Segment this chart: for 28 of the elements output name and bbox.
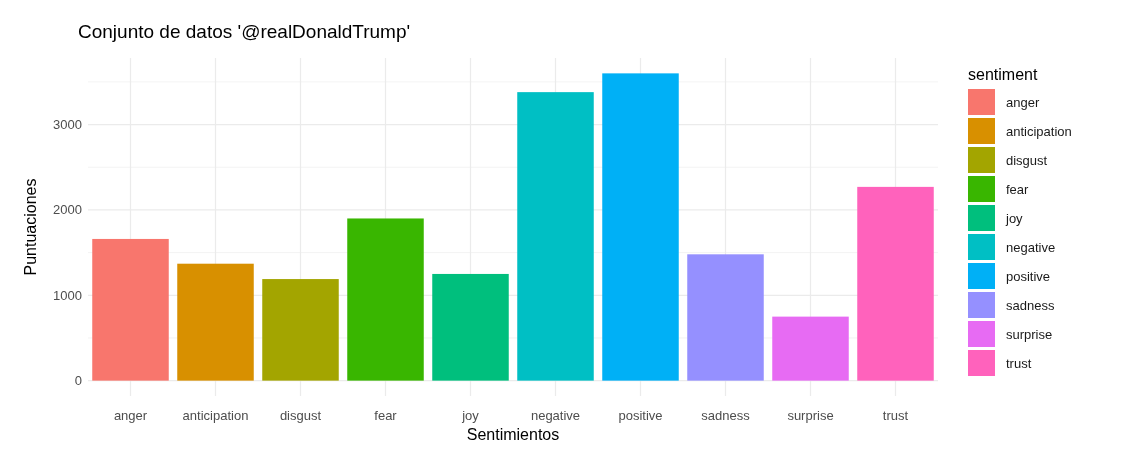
y-tick-label: 2000: [53, 202, 82, 218]
legend-title: sentiment: [968, 66, 1038, 83]
x-tick-label: anger: [113, 408, 148, 423]
x-tick-label: trust: [882, 408, 909, 423]
legend-label: negative: [1006, 239, 1056, 255]
x-tick-label: surprise: [787, 408, 834, 423]
x-tick-label: negative: [530, 408, 581, 423]
y-tick-label: 0: [74, 373, 82, 389]
legend-label: fear: [1006, 181, 1030, 197]
x-tick-label: positive: [618, 408, 663, 423]
chart-title: Conjunto de datos '@realDonaldTrump': [78, 21, 411, 42]
legend-label: sadness: [1006, 297, 1055, 313]
x-tick-label: joy: [461, 408, 480, 423]
x-tick-label: sadness: [701, 408, 751, 423]
x-tick-label: fear: [374, 408, 398, 423]
legend-label: positive: [1006, 268, 1051, 284]
y-tick-label: 3000: [53, 117, 82, 133]
x-tick-label: disgust: [279, 408, 322, 423]
y-tick-label: 1000: [53, 287, 82, 303]
x-axis-title: Sentimientos: [466, 426, 560, 443]
x-tick-label: anticipation: [182, 408, 249, 423]
legend-label: joy: [1005, 210, 1024, 226]
legend-label: anger: [1006, 94, 1040, 110]
y-axis-title: Puntuaciones: [22, 178, 39, 276]
legend-label: anticipation: [1006, 123, 1072, 139]
legend-label: disgust: [1006, 152, 1048, 168]
legend-label: trust: [1006, 355, 1032, 371]
legend-label: surprise: [1006, 326, 1053, 342]
